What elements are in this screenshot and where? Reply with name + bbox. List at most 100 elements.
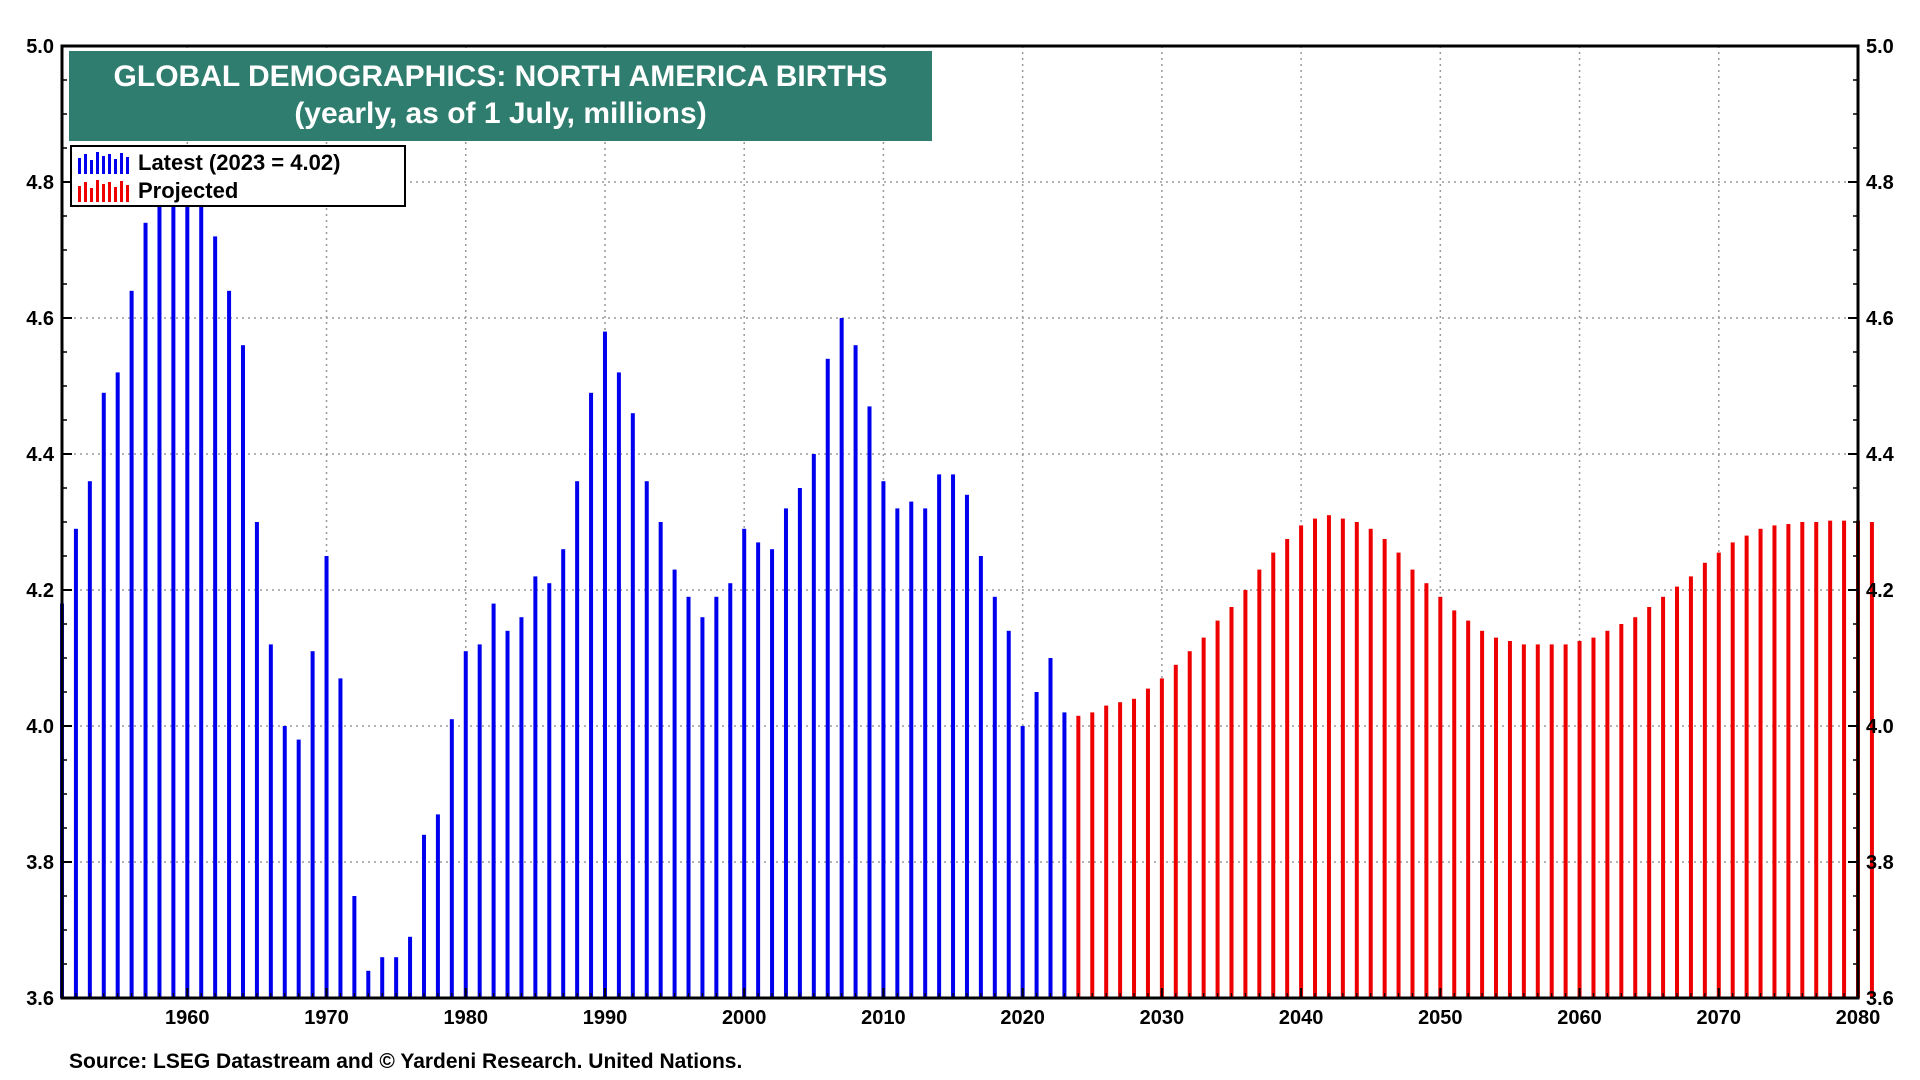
bar-projected: [1257, 569, 1262, 998]
bar-projected: [1340, 518, 1345, 998]
bar-latest: [268, 644, 273, 998]
bar-latest: [491, 603, 496, 998]
bar-projected: [1326, 515, 1331, 998]
bar-latest: [630, 413, 635, 998]
x-tick-label: 2050: [1418, 1007, 1463, 1029]
bar-latest: [770, 549, 775, 998]
bar-projected: [1382, 539, 1387, 998]
bar-latest: [1062, 712, 1067, 998]
bar-latest: [783, 508, 788, 998]
bar-latest: [756, 542, 761, 998]
bar-projected: [1702, 562, 1707, 998]
bar-projected: [1619, 624, 1624, 998]
y-tick-label-right: 4.4: [1866, 444, 1895, 466]
bar-projected: [1688, 576, 1693, 998]
bar-latest: [143, 222, 148, 999]
bar-latest: [1048, 658, 1053, 998]
source-note: Source: LSEG Datastream and © Yardeni Re…: [69, 1050, 743, 1073]
bar-projected: [1215, 620, 1220, 998]
bar-latest: [533, 576, 538, 998]
bar-projected: [1313, 518, 1318, 998]
bar-latest: [240, 345, 245, 998]
bar-latest: [157, 188, 162, 999]
bar-projected: [1577, 641, 1582, 998]
bar-projected: [1507, 641, 1512, 998]
bar-latest: [227, 290, 232, 998]
bar-projected: [1633, 617, 1638, 998]
bar-projected: [1299, 525, 1304, 998]
bar-latest: [282, 726, 287, 998]
bar-latest: [978, 556, 983, 998]
bar-latest: [366, 970, 371, 998]
bar-projected: [1396, 552, 1401, 998]
y-tick-label-left: 4.8: [26, 172, 54, 194]
bar-latest: [937, 474, 942, 998]
bar-projected: [1229, 607, 1234, 998]
bar-latest: [185, 154, 190, 999]
bar-projected: [1758, 528, 1763, 998]
y-tick-label-right: 5.0: [1866, 36, 1894, 58]
x-tick-label: 2060: [1557, 1007, 1602, 1029]
bar-latest: [825, 358, 830, 998]
x-tick-label: 2080: [1836, 1007, 1881, 1029]
bar-latest: [324, 556, 329, 998]
bar-latest: [616, 372, 621, 998]
bar-projected: [1716, 552, 1721, 998]
y-tick-label-left: 3.8: [26, 852, 54, 874]
bar-projected: [1410, 569, 1415, 998]
x-tick-label: 1990: [583, 1007, 628, 1029]
bar-projected: [1452, 610, 1457, 998]
bar-latest: [477, 644, 482, 998]
bar-projected: [1243, 590, 1248, 998]
bar-projected: [1285, 539, 1290, 998]
x-tick-label: 2010: [861, 1007, 906, 1029]
bar-latest: [923, 508, 928, 998]
y-tick-label-left: 4.6: [26, 308, 54, 330]
y-tick-label-left: 4.0: [26, 716, 54, 738]
bar-latest: [449, 719, 454, 998]
bar-latest: [1006, 630, 1011, 998]
legend-label-projected: Projected: [138, 178, 239, 203]
y-tick-label-right: 4.0: [1866, 716, 1894, 738]
bar-latest: [728, 583, 733, 998]
bar-projected: [1647, 607, 1652, 998]
bar-latest: [129, 290, 134, 998]
bar-projected: [1563, 644, 1568, 998]
bar-latest: [505, 630, 510, 998]
bar-projected: [1744, 535, 1749, 998]
bar-latest: [867, 406, 872, 998]
bar-latest: [338, 678, 343, 998]
bar-latest: [909, 501, 914, 998]
legend-swatch-latest: [78, 152, 130, 174]
bar-latest: [101, 392, 106, 998]
bar-latest: [951, 474, 956, 998]
bar-projected: [1438, 596, 1443, 998]
bar-projected: [1814, 522, 1819, 998]
axis-ticks: 3.6 3.6 3.8 3.8 4.0 4.0 4.2 4.2 4.4 4.4 4.6 4.6 4.8 4…: [26, 36, 1894, 1029]
x-tick-label: 2000: [722, 1007, 767, 1029]
legend-label-latest: Latest (2023 = 4.02): [138, 150, 341, 175]
bar-projected: [1869, 522, 1874, 998]
bar-projected: [1730, 542, 1735, 998]
bar-latest: [519, 617, 524, 998]
x-tick-label: 1970: [304, 1007, 349, 1029]
bar-latest: [1034, 692, 1039, 998]
bar-latest: [199, 182, 204, 998]
legend-swatch-projected: [78, 180, 130, 202]
bar-latest: [853, 345, 858, 998]
bar-latest: [408, 936, 413, 998]
bar-latest: [213, 236, 218, 998]
bar-projected: [1104, 705, 1109, 998]
bar-latest: [547, 583, 552, 998]
bar-projected: [1786, 524, 1791, 998]
bar-latest: [115, 372, 120, 998]
y-tick-label-left: 5.0: [26, 36, 54, 58]
bar-projected: [1661, 596, 1666, 998]
bar-latest: [561, 549, 566, 998]
bar-projected: [1132, 698, 1137, 998]
bar-projected: [1842, 520, 1847, 998]
bar-latest: [87, 481, 92, 998]
bar-projected: [1368, 528, 1373, 998]
chart-title-box: GLOBAL DEMOGRAPHICS: NORTH AMERICA BIRTH…: [69, 51, 932, 141]
